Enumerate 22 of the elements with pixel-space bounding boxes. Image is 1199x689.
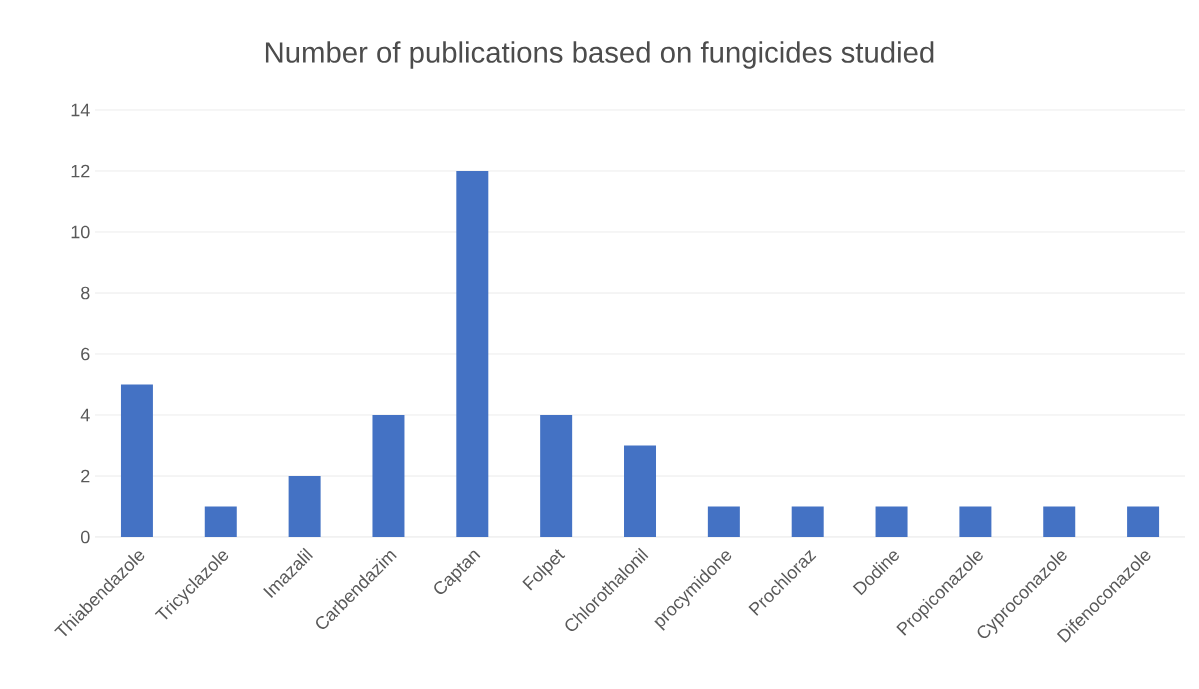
bar bbox=[540, 415, 573, 537]
bar bbox=[120, 384, 153, 537]
bar bbox=[791, 506, 824, 537]
bar bbox=[959, 506, 992, 537]
bar bbox=[875, 506, 908, 537]
y-tick-label: 2 bbox=[81, 469, 90, 483]
bar bbox=[456, 171, 489, 537]
y-tick-label: 4 bbox=[80, 408, 90, 422]
bar bbox=[707, 506, 740, 537]
y-tick-label: 6 bbox=[81, 347, 90, 361]
y-tick-label: 0 bbox=[80, 530, 90, 544]
bar bbox=[288, 476, 321, 537]
bar bbox=[1043, 506, 1076, 537]
y-tick-label: 12 bbox=[71, 164, 90, 178]
bar bbox=[1127, 506, 1160, 537]
y-tick-label: 8 bbox=[81, 286, 90, 300]
bar bbox=[204, 506, 237, 537]
y-tick-label: 14 bbox=[71, 103, 90, 117]
bar bbox=[372, 415, 405, 537]
chart-title: Number of publications based on fungicides studied bbox=[265, 41, 934, 69]
bar bbox=[624, 445, 657, 537]
y-tick-label: 10 bbox=[71, 225, 90, 239]
